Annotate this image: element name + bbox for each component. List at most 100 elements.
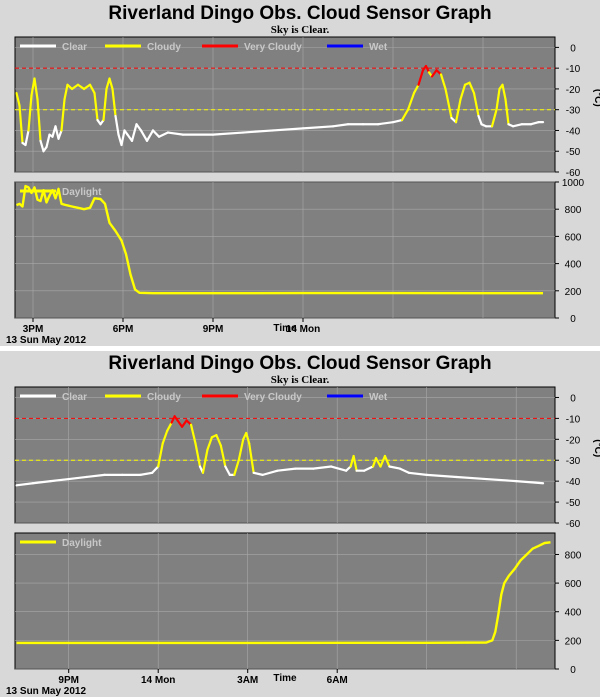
sky-temp-segment bbox=[248, 442, 255, 474]
sky-temp-segment bbox=[425, 473, 458, 479]
legend-label: Clear bbox=[62, 392, 87, 403]
x-tick-label: 9PM bbox=[58, 675, 79, 686]
sky-temp-segment bbox=[45, 133, 51, 149]
y-tick-label: -40 bbox=[566, 126, 581, 137]
sky-temp-segment bbox=[88, 83, 96, 95]
sky-temp-segment bbox=[166, 131, 185, 136]
sky-temp-segment bbox=[391, 118, 404, 124]
y-tick-label: 400 bbox=[565, 260, 582, 271]
sky-temp-segment bbox=[245, 431, 251, 445]
x-axis-label: Time bbox=[273, 673, 297, 684]
y-tick-label: -30 bbox=[566, 106, 581, 117]
sky-temp-segment bbox=[85, 473, 106, 479]
sky-temp-segment bbox=[485, 477, 518, 483]
daylight-series-line bbox=[16, 184, 543, 295]
y-axis-label: (°C) bbox=[592, 439, 600, 457]
sky-temp-segment bbox=[63, 83, 69, 101]
sky-temp-segment bbox=[215, 434, 222, 447]
graph-svg-bottom: Riverland Dingo Obs. Cloud Sensor Graph … bbox=[6, 353, 600, 697]
sky-temp-segment bbox=[468, 81, 476, 95]
legend-label: Daylight bbox=[62, 538, 102, 549]
sky-temp-segment bbox=[271, 127, 305, 132]
sky-temp-segment bbox=[233, 459, 240, 476]
sky-temp-segment bbox=[219, 444, 227, 468]
y-tick-label: 0 bbox=[570, 665, 576, 676]
y-tick-label: 0 bbox=[570, 393, 576, 404]
sky-temp-segment bbox=[54, 125, 60, 140]
sky-temp-segment bbox=[301, 125, 335, 130]
sky-temp-segment bbox=[398, 467, 410, 474]
sky-temp-segment bbox=[39, 139, 45, 153]
y-tick-label: 600 bbox=[565, 579, 582, 590]
sky-temp-segment bbox=[495, 87, 501, 111]
plot-area bbox=[14, 386, 556, 524]
plot-area bbox=[14, 532, 556, 670]
y-tick-label: 800 bbox=[565, 550, 582, 561]
sky-temp-segment bbox=[139, 471, 154, 476]
sky-temp-segment bbox=[444, 87, 450, 105]
sky-temp-segment bbox=[407, 471, 428, 476]
graph-subtitle: Sky is Clear. bbox=[271, 374, 330, 386]
y-tick-label: -20 bbox=[566, 435, 581, 446]
sky-temp-segment bbox=[93, 91, 99, 122]
sky-temp-segment bbox=[424, 64, 431, 74]
y-tick-label: -30 bbox=[566, 456, 581, 467]
legend-label: Daylight bbox=[62, 187, 102, 198]
y-tick-label: -50 bbox=[566, 147, 581, 158]
graph-title: Riverland Dingo Obs. Cloud Sensor Graph bbox=[108, 3, 491, 24]
sky-temp-segment bbox=[400, 108, 410, 122]
legend-label: Cloudy bbox=[147, 392, 181, 403]
sky-temp-segment bbox=[515, 480, 545, 485]
sky-temp-segment bbox=[166, 421, 173, 433]
legend-label: Wet bbox=[369, 392, 388, 403]
sky-temp-segment bbox=[352, 454, 358, 472]
graph-subtitle: Sky is Clear. bbox=[271, 24, 330, 36]
y-tick-label: -10 bbox=[566, 414, 581, 425]
sky-temp-segment bbox=[331, 123, 350, 128]
sky-temp-segment bbox=[211, 131, 245, 136]
y-tick-label: 400 bbox=[565, 608, 582, 619]
sky-temp-segment bbox=[114, 114, 120, 136]
sky-temp-segment bbox=[459, 83, 467, 101]
sky-temp-segment bbox=[108, 77, 114, 91]
x-tick-label: 6PM bbox=[113, 324, 134, 335]
legend-label: Clear bbox=[62, 42, 87, 53]
sky-temp-segment bbox=[157, 131, 170, 138]
legend-label: Cloudy bbox=[147, 42, 181, 53]
sky-temp-segment bbox=[261, 469, 279, 476]
sky-temp-segment bbox=[439, 73, 447, 91]
sky-temp-segment bbox=[36, 98, 42, 142]
sky-temp-segment bbox=[224, 465, 231, 476]
y-tick-label: -60 bbox=[566, 519, 581, 530]
sky-temp-segment bbox=[145, 129, 155, 142]
sky-temp-segment bbox=[15, 482, 35, 487]
sky-temp-segment bbox=[130, 123, 138, 142]
y-tick-label: -50 bbox=[566, 498, 581, 509]
sky-temp-segment bbox=[151, 129, 161, 138]
sky-temp-segment bbox=[176, 419, 184, 428]
sky-temp-segment bbox=[237, 438, 245, 462]
x-tick-label: 14 Mon bbox=[141, 675, 175, 686]
sky-temp-segment bbox=[241, 129, 275, 134]
legend-label: Very Cloudy bbox=[244, 392, 302, 403]
sky-temp-segment bbox=[383, 454, 391, 468]
graph-panel-top: Riverland Dingo Obs. Cloud Sensor Graph … bbox=[0, 0, 600, 346]
plot-area bbox=[14, 181, 556, 319]
sky-temp-segment bbox=[60, 98, 66, 132]
sky-temp-segment bbox=[15, 91, 21, 107]
y-axis-label: (°C) bbox=[592, 89, 600, 107]
x-tick-label: 9PM bbox=[203, 324, 224, 335]
sky-temp-segment bbox=[252, 471, 264, 476]
date-label: 13 Sun May 2012 bbox=[6, 686, 86, 697]
y-tick-label: 0 bbox=[570, 314, 576, 325]
sky-temp-segment bbox=[189, 423, 197, 445]
sky-temp-segment bbox=[406, 91, 416, 111]
sky-temp-segment bbox=[501, 83, 507, 101]
sky-temp-segment bbox=[206, 436, 214, 451]
y-tick-label: 200 bbox=[565, 287, 582, 298]
y-tick-label: -10 bbox=[566, 64, 581, 75]
legend-label: Wet bbox=[369, 42, 388, 53]
sky-temp-segment bbox=[135, 123, 143, 132]
graph-panel-bottom: Riverland Dingo Obs. Cloud Sensor Graph … bbox=[0, 351, 600, 697]
sky-temp-segment bbox=[31, 480, 52, 485]
